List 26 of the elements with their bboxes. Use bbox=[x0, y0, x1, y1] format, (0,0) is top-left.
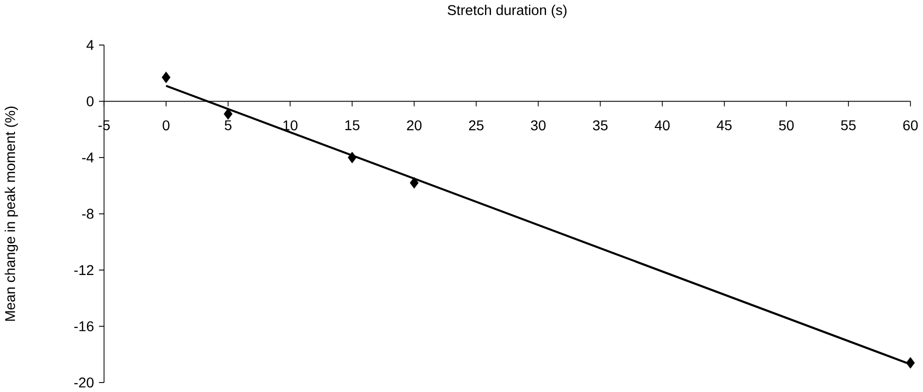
x-tick-label: 25 bbox=[469, 120, 484, 130]
point bbox=[224, 108, 232, 120]
x-tick-label: 40 bbox=[654, 120, 670, 130]
y-tick-label: -8 bbox=[82, 208, 94, 219]
x-tick-label: 50 bbox=[779, 120, 794, 130]
y-tick-label: 0 bbox=[86, 96, 94, 106]
y-axis-title: Mean change in peak moment (%) bbox=[4, 106, 18, 321]
x-tick-label: 30 bbox=[530, 120, 546, 130]
x-tick-label: 20 bbox=[407, 120, 422, 130]
x-tick-label: 35 bbox=[592, 120, 608, 130]
y-tick-label: -12 bbox=[74, 264, 94, 275]
point bbox=[410, 176, 419, 188]
point bbox=[348, 152, 357, 164]
y-tick-label: 4 bbox=[86, 40, 94, 50]
x-tick-label: 15 bbox=[345, 120, 360, 130]
y-tick-label: -20 bbox=[74, 377, 94, 388]
point bbox=[162, 71, 170, 84]
x-tick-label: 5 bbox=[224, 120, 232, 130]
x-tick-label: 55 bbox=[841, 120, 856, 130]
x-axis-title: Stretch duration (s) bbox=[448, 4, 566, 18]
y-tick-label: -16 bbox=[74, 321, 94, 332]
x-tick-label: 60 bbox=[903, 120, 918, 130]
x-tick-label: 45 bbox=[716, 120, 732, 130]
y-tick-label: -4 bbox=[82, 152, 94, 162]
point bbox=[906, 356, 915, 368]
x-tick-label: 0 bbox=[162, 120, 170, 130]
